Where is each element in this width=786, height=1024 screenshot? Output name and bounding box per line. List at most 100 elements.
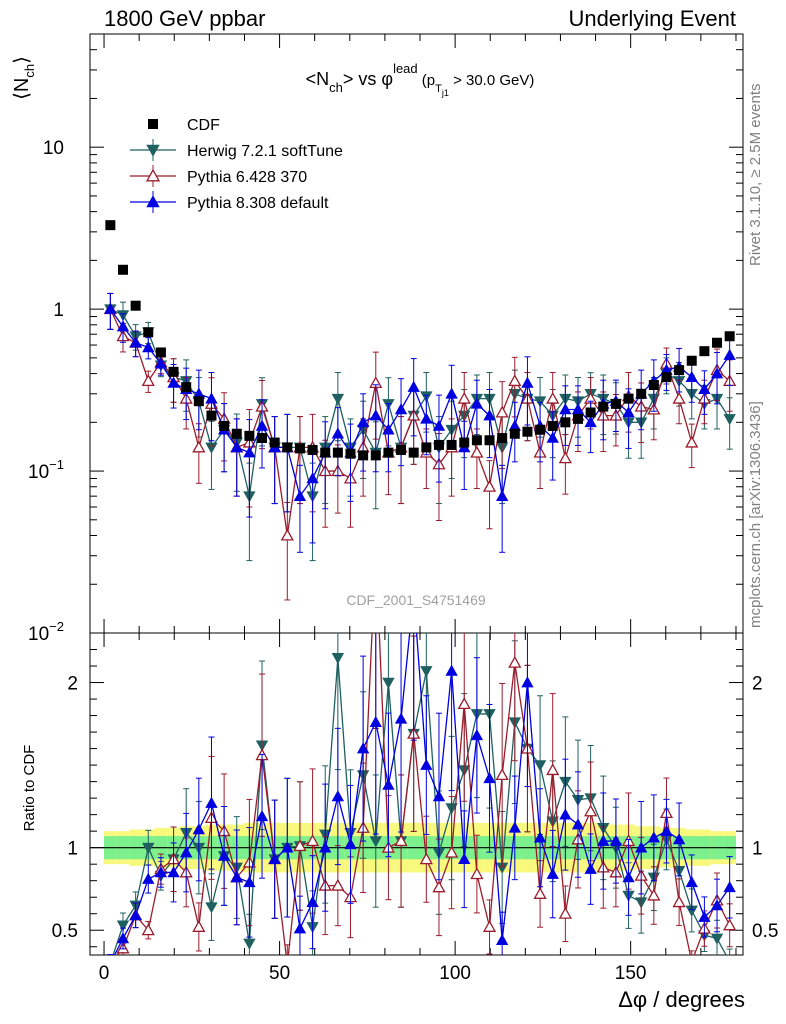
ratio-point-pythia8 [533,831,547,843]
ratio-point-pythia8 [129,909,142,921]
data-point-cdf [610,398,621,409]
data-point-cdf [535,424,546,435]
ratio-point-pythia6 [672,895,686,908]
data-point-pythia8 [622,406,635,418]
ratio-point-pythia6 [305,834,320,847]
data-point-pythia8 [698,382,711,395]
legend-label-herwig: Herwig 7.2.1 softTune [187,143,343,160]
data-point-pythia8 [483,409,496,421]
data-point-pythia8 [495,489,509,501]
data-point-pythia6 [672,391,686,404]
ratio-series-herwig [107,633,733,955]
data-point-cdf [257,433,268,444]
ratio-point-pythia8 [508,821,521,833]
data-point-cdf [459,437,470,448]
data-point-cdf [358,450,369,461]
ratio-point-pythia8 [243,876,256,888]
data-point-cdf [560,417,571,428]
ratio-point-pythia8 [167,866,180,878]
ratio-point-herwig [331,652,345,665]
data-point-pythia8 [356,415,370,428]
data-point-pythia8 [255,419,269,431]
header-right-title: Underlying Event [568,6,736,31]
data-point-cdf [408,447,419,458]
chart-text: CDF_2001_S4751469 <Nch> vs φlead (pTj1 >… [11,56,745,1012]
data-point-cdf [105,220,116,231]
data-point-cdf [648,379,659,390]
ratio-point-pythia6 [445,845,459,858]
data-point-herwig [723,414,736,426]
data-point-pythia8 [394,403,408,415]
ratio-point-pythia8 [710,899,724,911]
data-point-cdf [181,382,192,393]
data-point-cdf [370,450,381,461]
data-point-pythia8 [432,419,446,431]
ratio-point-pythia8 [458,852,471,865]
ratio-point-pythia6 [141,923,155,936]
legend-label-pythia6: Pythia 6.428 370 [187,169,307,186]
data-point-cdf [282,442,293,453]
ratio-point-pythia8 [445,664,458,676]
data-point-pythia8 [116,320,130,332]
data-point-pythia8 [521,376,534,388]
data-point-pythia8 [369,409,382,421]
data-point-cdf [421,442,432,453]
ratio-point-pythia8 [597,834,610,846]
series-pythia6 [103,292,737,601]
data-point-cdf [484,435,495,446]
data-point-cdf [219,420,230,431]
data-point-pythia6 [495,405,509,418]
ratio-point-pythia8 [609,834,623,846]
data-point-pythia8 [407,380,420,392]
data-point-pythia8 [205,392,218,404]
ratio-point-pythia6 [647,888,661,901]
ratio-point-herwig [382,677,395,689]
ratio-point-pythia8 [685,876,698,888]
data-point-cdf [193,396,204,407]
ratio-point-pythia8 [723,880,736,893]
ratio-point-pythia8 [622,871,635,883]
ratio-point-pythia8 [672,833,686,845]
ratio-point-pythia8 [217,849,231,861]
ratio-point-herwig [205,902,218,914]
ratio-line-herwig [112,657,727,955]
ratio-point-pythia8 [432,790,446,802]
data-point-pythia6 [482,479,497,492]
ratio-point-pythia6 [584,804,598,817]
data-point-pythia8 [331,427,345,439]
data-point-cdf [547,420,558,431]
ratio-point-pythia8 [660,824,673,836]
data-point-pythia8 [129,336,142,348]
data-point-cdf [168,366,179,377]
ratio-series-pythia8 [107,633,736,955]
ratio-point-pythia8 [635,841,648,853]
main-y-tick-label: 10−2 [28,619,64,645]
axis-ticks: 10 1 10−1 10−2 0 50 100 150 0.5 0.5 1 1 2 2 [28,33,778,984]
series-pythia8 [104,292,736,553]
ratio-point-pythia8 [382,778,395,790]
ratio-point-pythia8 [154,866,168,878]
ratio-point-pythia6 [293,839,307,852]
data-point-pythia6 [685,435,699,448]
data-point-cdf [712,337,723,348]
data-point-cdf [497,433,508,444]
ratio-point-pythia8 [698,910,711,922]
data-point-pythia6 [558,451,572,464]
series-herwig [104,292,736,562]
ratio-point-pythia6 [457,697,471,710]
x-axis-label: Δφ / degrees [618,987,745,1012]
ratio-line-pythia8 [113,633,731,955]
legend-marker-herwig [146,144,160,157]
ratio-point-herwig [116,920,130,932]
data-point-pythia6 [457,391,471,404]
ratio-point-pythia8 [356,742,370,754]
data-point-pythia8 [420,412,433,424]
ratio-y-tick-label-right: 1 [752,839,763,860]
ratio-point-pythia8 [116,932,130,944]
main-y-tick-exponent: −1 [49,457,64,472]
data-point-cdf [585,407,596,418]
legend-label-cdf: CDF [187,117,220,134]
data-point-cdf [155,347,166,358]
ratio-y-tick-label: 1 [67,839,78,860]
x-tick-label: 50 [269,963,290,984]
